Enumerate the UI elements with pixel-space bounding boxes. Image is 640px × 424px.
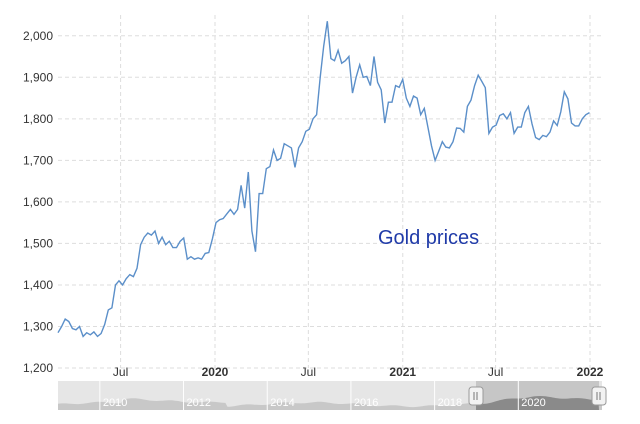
y-tick-label: 1,800 [23, 112, 53, 126]
y-tick-label: 1,600 [23, 195, 53, 209]
x-tick-label: 2021 [389, 365, 416, 379]
range-navigator[interactable]: 2010 2012 2014 2016 2018 2020 [58, 381, 607, 410]
navigator-year-label: 2014 [270, 397, 294, 409]
navigator-year-label: 2012 [187, 397, 211, 409]
x-tick-label: Jul [488, 365, 503, 379]
y-tick-label: 2,000 [23, 29, 53, 43]
navigator-history-area [58, 396, 602, 410]
navigator-year-label: 2018 [438, 397, 462, 409]
x-tick-label: Jul [113, 365, 128, 379]
navigator-year-label: 2020 [521, 397, 545, 409]
y-tick-label: 1,700 [23, 153, 53, 167]
y-tick-label: 1,500 [23, 236, 53, 250]
navigator-handle-right[interactable] [591, 386, 607, 406]
x-tick-label: Jul [301, 365, 316, 379]
navigator-handle-left[interactable] [468, 386, 484, 406]
navigator-year-labels: 2010 2012 2014 2016 2018 2020 [99, 381, 546, 410]
x-tick-label: 2022 [577, 365, 604, 379]
navigator-year-label: 2016 [354, 397, 378, 409]
x-axis: Jul 2020 Jul 2021 Jul 2022 [113, 365, 604, 379]
navigator-selected-area [476, 396, 599, 410]
navigator-year-label: 2010 [103, 397, 127, 409]
y-tick-label: 1,200 [23, 361, 53, 375]
y-axis: 1,200 1,300 1,400 1,500 1,600 1,700 1,800 1,900… [23, 29, 53, 375]
x-tick-label: 2020 [202, 365, 229, 379]
y-tick-label: 1,900 [23, 70, 53, 84]
chart-grid [58, 15, 602, 369]
y-tick-label: 1,400 [23, 278, 53, 292]
price-series-line [57, 21, 590, 338]
y-tick-label: 1,300 [23, 319, 53, 333]
chart-annotation: Gold prices [378, 227, 479, 249]
